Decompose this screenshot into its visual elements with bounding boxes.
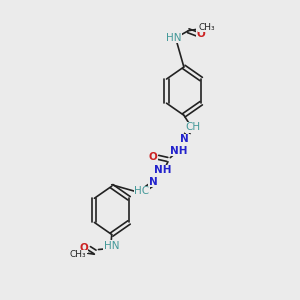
Text: N: N [180,134,189,144]
Text: NH: NH [170,146,187,156]
Text: NH: NH [154,165,171,175]
Text: HC: HC [134,186,149,196]
Text: O: O [79,243,88,253]
Text: O: O [148,152,157,162]
Text: O: O [196,29,205,39]
Text: CH: CH [185,122,200,132]
Text: CH₃: CH₃ [198,23,215,32]
Text: HN: HN [166,32,181,43]
Text: N: N [148,176,157,187]
Text: HN: HN [104,241,119,251]
Text: CH₃: CH₃ [70,250,86,259]
